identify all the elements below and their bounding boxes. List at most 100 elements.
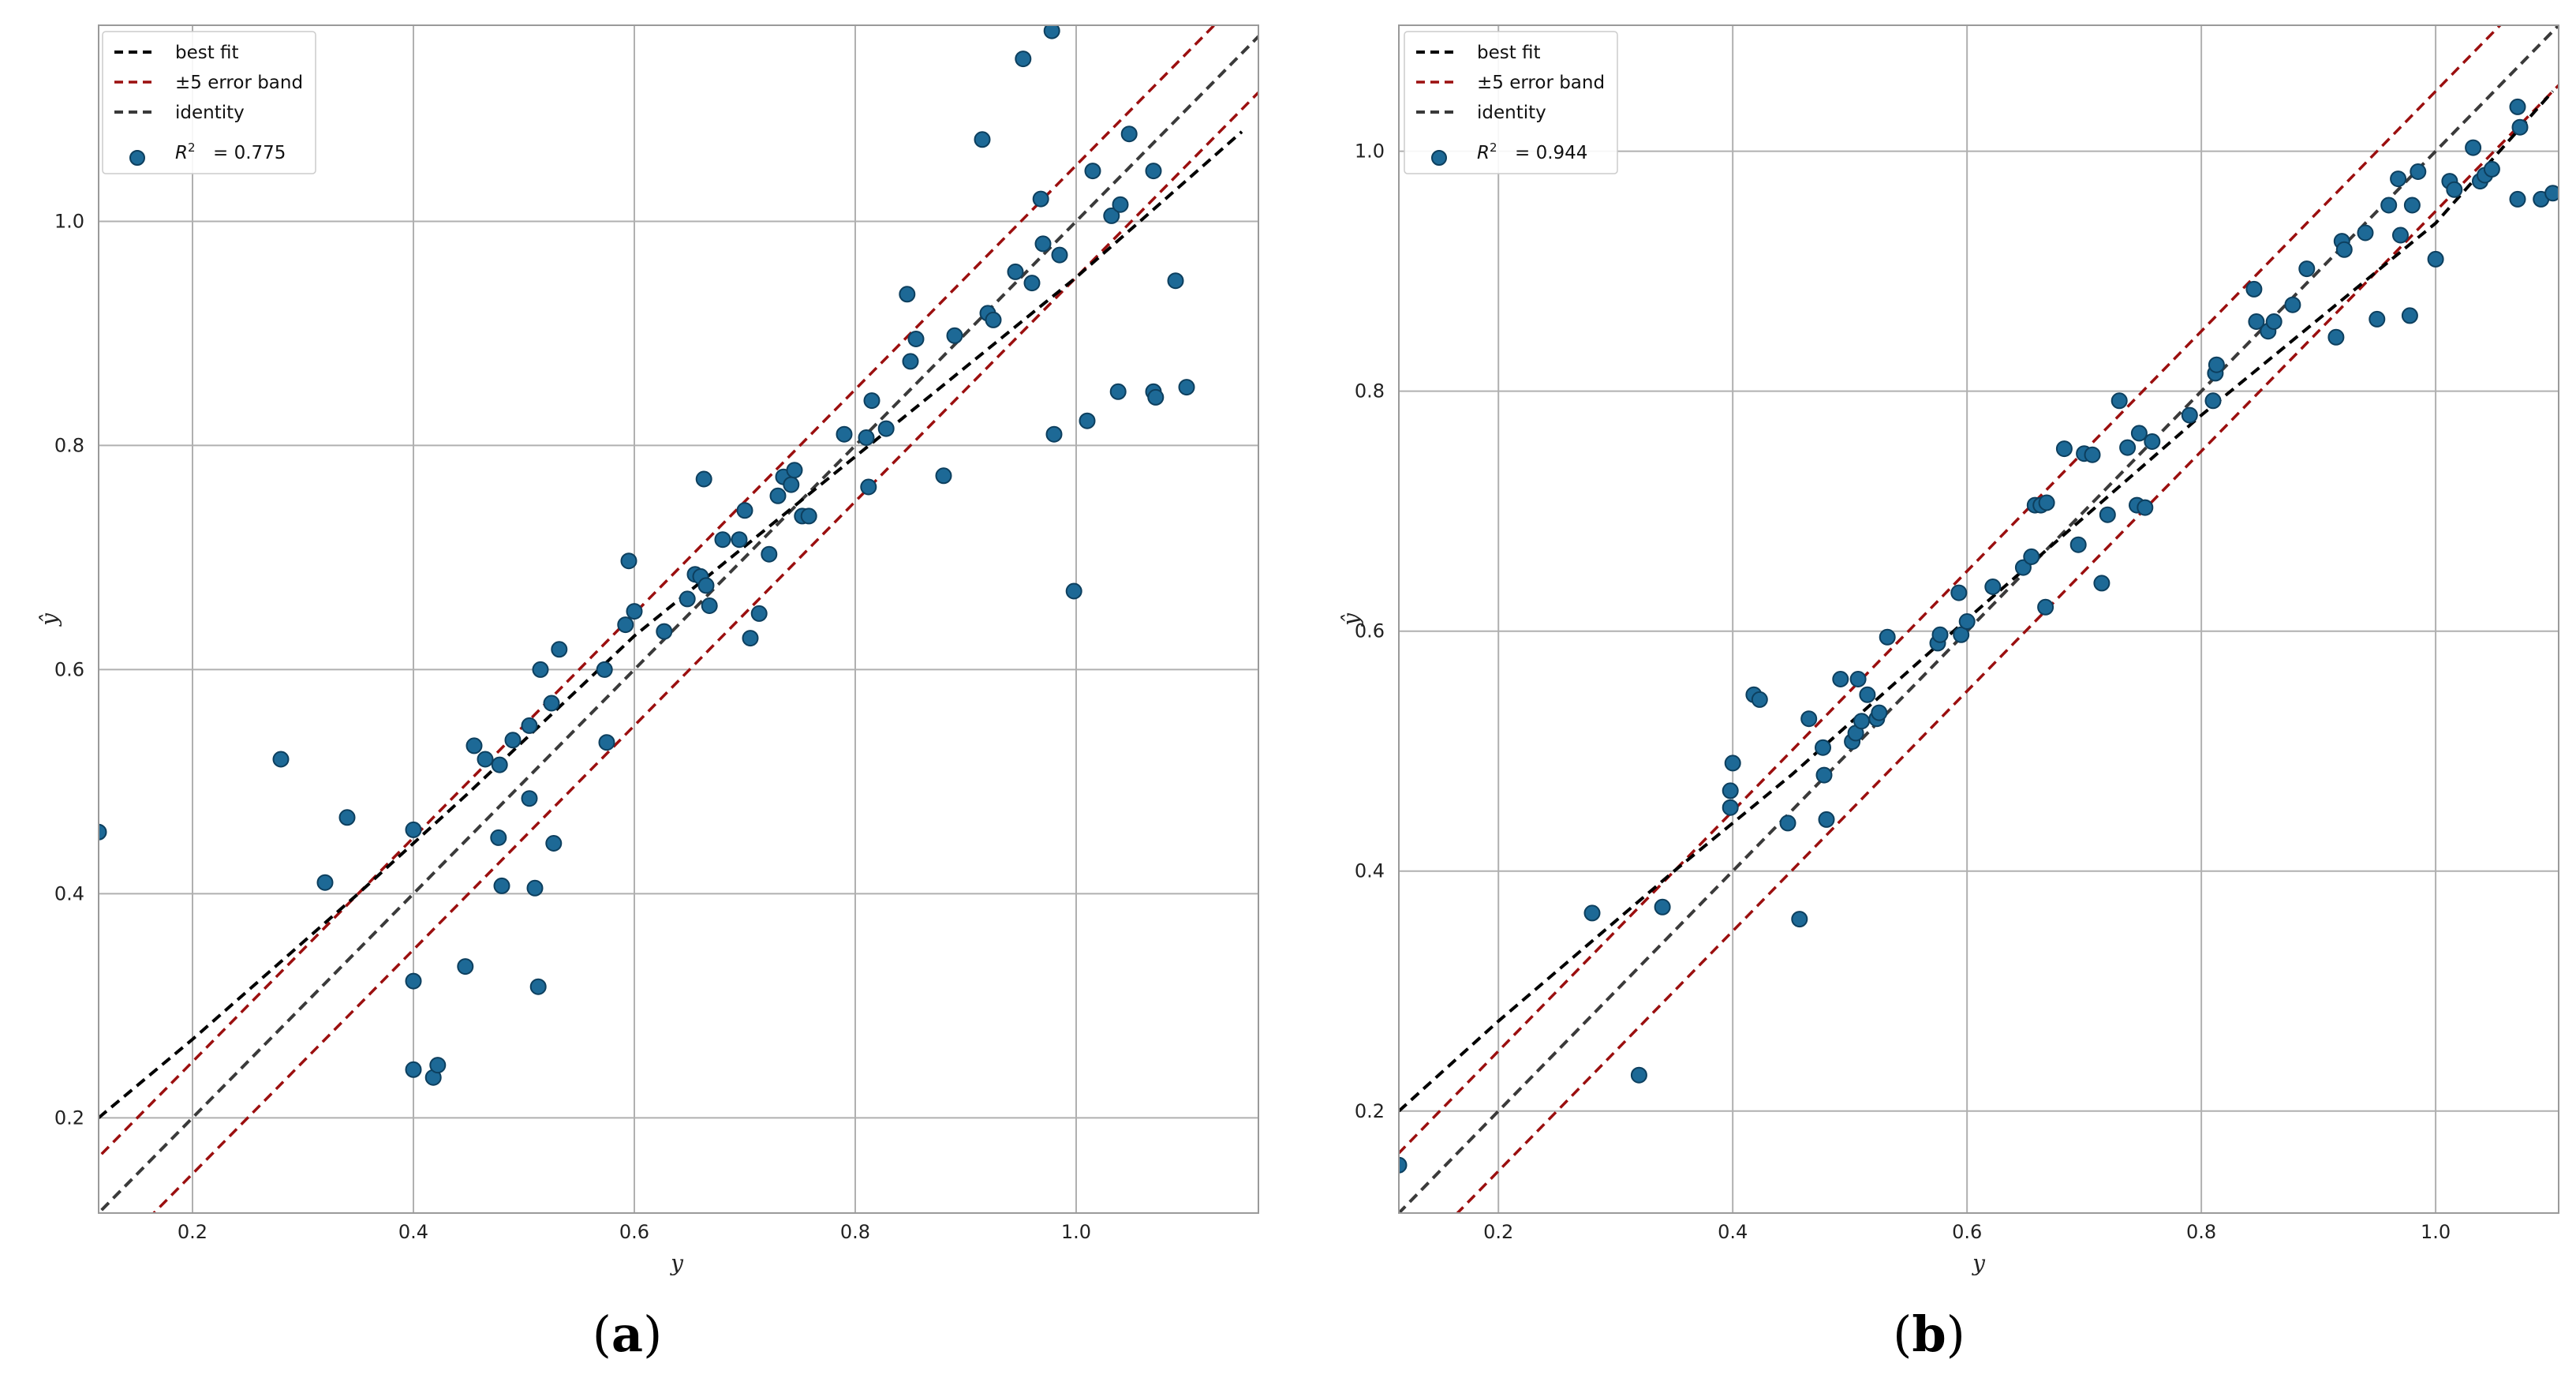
data-point [551,641,568,658]
data-point [626,603,643,620]
data-point [2327,328,2345,346]
data-point [526,879,544,897]
data-point [1147,388,1165,406]
legend-identity-label: identity [175,103,245,123]
data-point [2390,170,2407,188]
legend-error-band-label: ±5 error band [175,73,303,93]
reference-lines [99,25,1258,1213]
tick-labels: 0.2 0.4 0.6 0.8 1.0 0.2 0.4 0.6 0.8 1.0 [1355,140,2451,1243]
error-band-upper-line [99,25,1217,1159]
data-point [1879,628,1896,646]
data-point [1815,739,1831,756]
legend-r2-value: = 0.944 [1515,143,1587,163]
data-point [1178,379,1195,396]
y-tick-label: 1.0 [54,210,84,232]
data-point [2038,494,2055,511]
data-point [405,972,422,990]
legend-best-fit-label: best fit [175,43,239,63]
data-point [860,478,877,496]
tick-labels: 0.2 0.4 0.6 0.8 1.0 0.2 0.4 0.6 0.8 1.0 [54,210,1091,1243]
data-point [1958,613,1976,630]
data-point [2380,197,2398,214]
data-point [596,661,613,678]
data-point [405,821,422,838]
x-tick-label: 0.2 [178,1221,208,1243]
data-point [504,732,522,749]
error-band-lower-line [151,90,1258,1213]
x-axis-label: y [1971,1250,1986,1276]
data-point [405,1061,422,1078]
data-point [2014,559,2032,576]
plot-frame [98,24,1259,1214]
data-point [761,545,778,563]
data-point [543,695,560,712]
data-point [1023,275,1041,292]
data-point [2298,260,2316,278]
data-point [1051,246,1068,264]
data-point [2037,598,2054,616]
data-point [272,751,290,768]
data-point [1654,898,1671,916]
data-point [1103,207,1120,224]
y-axis-label: ŷ [1338,612,1364,627]
data-point [521,790,538,807]
data-point [935,467,952,485]
data-point [490,829,507,846]
data-point [2446,181,2463,198]
data-point [1722,799,1739,816]
data-point [2055,440,2073,458]
data-point [2093,575,2111,592]
y-tick-label: 0.8 [54,434,84,456]
data-point [2245,280,2263,298]
data-point [465,737,483,755]
data-point [1015,51,1032,68]
chart-panel-a: 0.2 0.4 0.6 0.8 1.0 0.2 0.4 0.6 0.8 1.0 y ŷ best … [36,24,1259,1276]
data-point [316,874,334,891]
data-point [2357,224,2374,242]
data-point [1112,196,1129,213]
data-point [750,605,768,622]
y-tick-label: 0.2 [1355,1100,1385,1122]
y-tick-label: 0.6 [1355,620,1385,642]
data-point [1079,412,1096,429]
data-point [532,661,549,678]
data-point [2119,439,2137,456]
data-point [731,531,748,549]
data-point [2248,313,2265,330]
data-point [1109,383,1127,400]
data-point [2509,98,2526,115]
data-point [697,577,715,594]
data-point [1779,814,1796,832]
identity-line [99,34,1258,1213]
data-point [1722,782,1739,799]
error-band-upper-line [1399,25,2503,1155]
scatter-points [99,25,1195,1086]
legend-marker [1431,150,1447,166]
data-point [2084,446,2101,463]
data-point [1815,766,1833,784]
data-point [769,487,787,504]
data-point [529,978,547,995]
x-tick-label: 0.8 [2186,1221,2216,1243]
legend: best fit ±5 error band identity R2 = 0.9… [1404,31,1618,174]
data-point [701,597,718,614]
data-point [946,327,963,344]
data-point [714,531,731,549]
grid [99,25,1258,1213]
data-point [491,756,508,773]
data-point [1724,755,1741,772]
data-point [2465,139,2482,156]
data-point [2284,296,2301,313]
data-point [1853,713,1870,730]
y-tick-label: 0.4 [1355,860,1385,882]
data-point [1832,671,1849,687]
data-point [1818,811,1835,828]
data-point [1120,125,1138,143]
data-point [2368,310,2386,328]
data-point [620,552,637,570]
data-point [1045,425,1063,443]
panel-label-a: (a) [593,1305,663,1363]
chart-panel-b: 0.2 0.4 0.6 0.8 1.0 0.2 0.4 0.6 0.8 1.0 y ŷ best … [1338,24,2559,1276]
x-tick-label: 1.0 [2421,1221,2451,1243]
y-tick-label: 1.0 [1355,140,1385,163]
